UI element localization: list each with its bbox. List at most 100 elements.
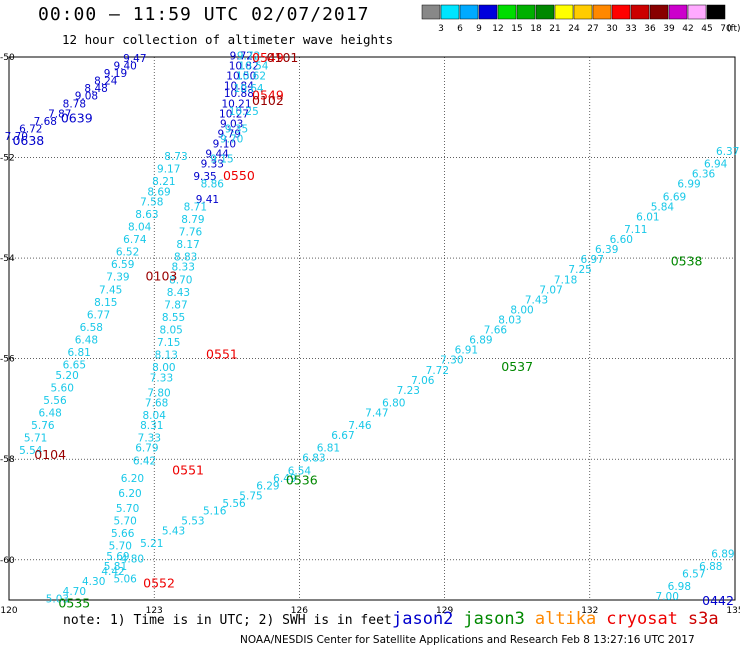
wave-height-value: 10.88 (224, 88, 254, 100)
wave-height-value: 4.42 (101, 566, 124, 578)
wave-height-value: 7.47 (365, 407, 388, 419)
wave-height-value: 10.64 (234, 83, 264, 95)
wave-height-value: 6.81 (67, 347, 90, 359)
legend-swatch (478, 4, 498, 20)
wave-height-value: 5.71 (24, 433, 47, 445)
credit-line: NOAA/NESDIS Center for Satellite Applica… (240, 634, 695, 646)
wave-height-value: 6.89 (469, 335, 492, 347)
wave-height-value: 7.33 (138, 433, 161, 445)
wave-height-value: 6.89 (711, 548, 734, 560)
wave-height-value: 6.01 (636, 211, 659, 223)
legend-label: 15 (511, 24, 522, 34)
wave-height-value: 5.56 (222, 498, 246, 510)
wave-height-value: 9.33 (201, 159, 224, 171)
legend-swatch (706, 4, 726, 20)
wave-height-value: 4.80 (121, 553, 144, 565)
legend-label: 27 (587, 24, 598, 34)
wave-height-value: 6.39 (595, 244, 618, 256)
mission-jason3: jason3 (463, 609, 525, 629)
wave-height-value: 8.04 (128, 221, 152, 233)
wave-height-value: 8.78 (63, 98, 86, 110)
wave-height-value: 6.91 (455, 345, 478, 357)
legend-label: 36 (644, 24, 656, 34)
legend-swatch (554, 4, 574, 20)
wave-height-value: 6.49 (273, 473, 296, 485)
lat-tick-label: -58 (0, 455, 15, 465)
pass-time-label: 0551 (206, 347, 238, 362)
wave-height-value: 9.79 (218, 128, 241, 140)
wave-height-value: 8.17 (176, 239, 199, 251)
wave-height-value: 6.20 (118, 488, 141, 500)
legend-swatch (421, 4, 441, 20)
wave-height-value: 5.16 (203, 506, 227, 518)
wave-height-value: 7.07 (539, 284, 562, 296)
wave-height-value: 6.54 (288, 465, 312, 477)
wave-height-value: 6.29 (256, 480, 279, 492)
pass-time-label: 0550 (223, 168, 255, 183)
wave-height-value: 10.82 (229, 61, 259, 73)
wave-height-value: 5.21 (140, 538, 163, 550)
mission-altika: altika (534, 609, 597, 629)
wave-height-value: 6.79 (135, 443, 158, 455)
pass-time-label: 0101 (267, 50, 299, 65)
wave-height-value: 8.70 (169, 274, 192, 286)
pass-time-label: 0638 (12, 133, 44, 148)
wave-height-value: 10.54 (238, 61, 268, 73)
wave-height-value: 5.75 (239, 490, 262, 502)
wave-height-value: 9.03 (220, 118, 243, 130)
legend-swatch (592, 4, 612, 20)
wave-height-value: 5.70 (113, 516, 136, 528)
lon-tick-label: 120 (0, 606, 17, 616)
wave-height-value: 10.62 (236, 71, 266, 83)
legend-label: 70 (720, 24, 732, 34)
legend-swatch (649, 4, 669, 20)
wave-height-value: 9.41 (196, 194, 219, 206)
wave-height-value: 5.66 (111, 528, 135, 540)
wave-height-value: 4.70 (63, 586, 86, 598)
wave-height-value: 8.55 (162, 312, 185, 324)
wave-height-value: 5.03 (46, 594, 69, 606)
wave-height-value: 7.45 (99, 284, 122, 296)
wave-height-value: 6.81 (317, 443, 340, 455)
pass-time-label: 0537 (501, 359, 533, 374)
wave-height-value: 9.70 (220, 133, 243, 145)
wave-height-value: 7.23 (397, 385, 420, 397)
track-0442: 7.006.986.576.886.89 (656, 548, 735, 603)
legend-swatch (535, 4, 555, 20)
wave-height-value: 7.87 (164, 299, 187, 311)
legend-label: 21 (549, 24, 560, 34)
wave-height-value: 9.35 (193, 171, 216, 183)
wave-height-value: 9.35 (225, 123, 248, 135)
wave-height-value: 8.73 (164, 151, 187, 163)
wave-height-value: 6.77 (87, 309, 110, 321)
wave-height-value: 8.05 (159, 325, 182, 337)
wave-height-value: 7.70 (5, 131, 28, 143)
pass-time-label: 0103 (146, 269, 178, 284)
wave-height-value: 5.06 (113, 573, 137, 585)
pass-time-label: 0442 (702, 593, 734, 608)
wave-height-value: 8.24 (94, 76, 118, 88)
pass-time-label: 0552 (143, 575, 175, 590)
wave-height-value: 9.72 (237, 51, 260, 63)
wave-height-value: 7.00 (656, 591, 679, 603)
legend-swatch (573, 4, 593, 20)
track-0638-0639: 7.706.727.687.878.789.088.488.249.199.40… (5, 53, 147, 143)
wave-height-value: 9.15 (210, 154, 233, 166)
legend-label: 9 (476, 24, 482, 34)
wave-height-value: 8.04 (143, 410, 167, 422)
wave-height-value: 6.98 (668, 581, 691, 593)
pass-time-label: 0102 (252, 93, 284, 108)
wave-height-value: 5.54 (19, 445, 43, 457)
wave-height-value: 6.57 (682, 568, 705, 580)
legend-swatch (516, 4, 536, 20)
lon-tick-label: 126 (291, 606, 308, 616)
wave-height-value: 8.15 (94, 297, 117, 309)
wave-height-value: 7.68 (34, 116, 57, 128)
lat-tick-label: -50 (0, 53, 15, 63)
wave-height-value: 6.99 (677, 179, 700, 191)
wave-height-value: 7.06 (411, 375, 435, 387)
legend-swatch (630, 4, 650, 20)
wave-height-value: 9.44 (205, 149, 229, 161)
lon-tick-label: 123 (146, 606, 163, 616)
lon-tick-label: 135 (726, 606, 740, 616)
